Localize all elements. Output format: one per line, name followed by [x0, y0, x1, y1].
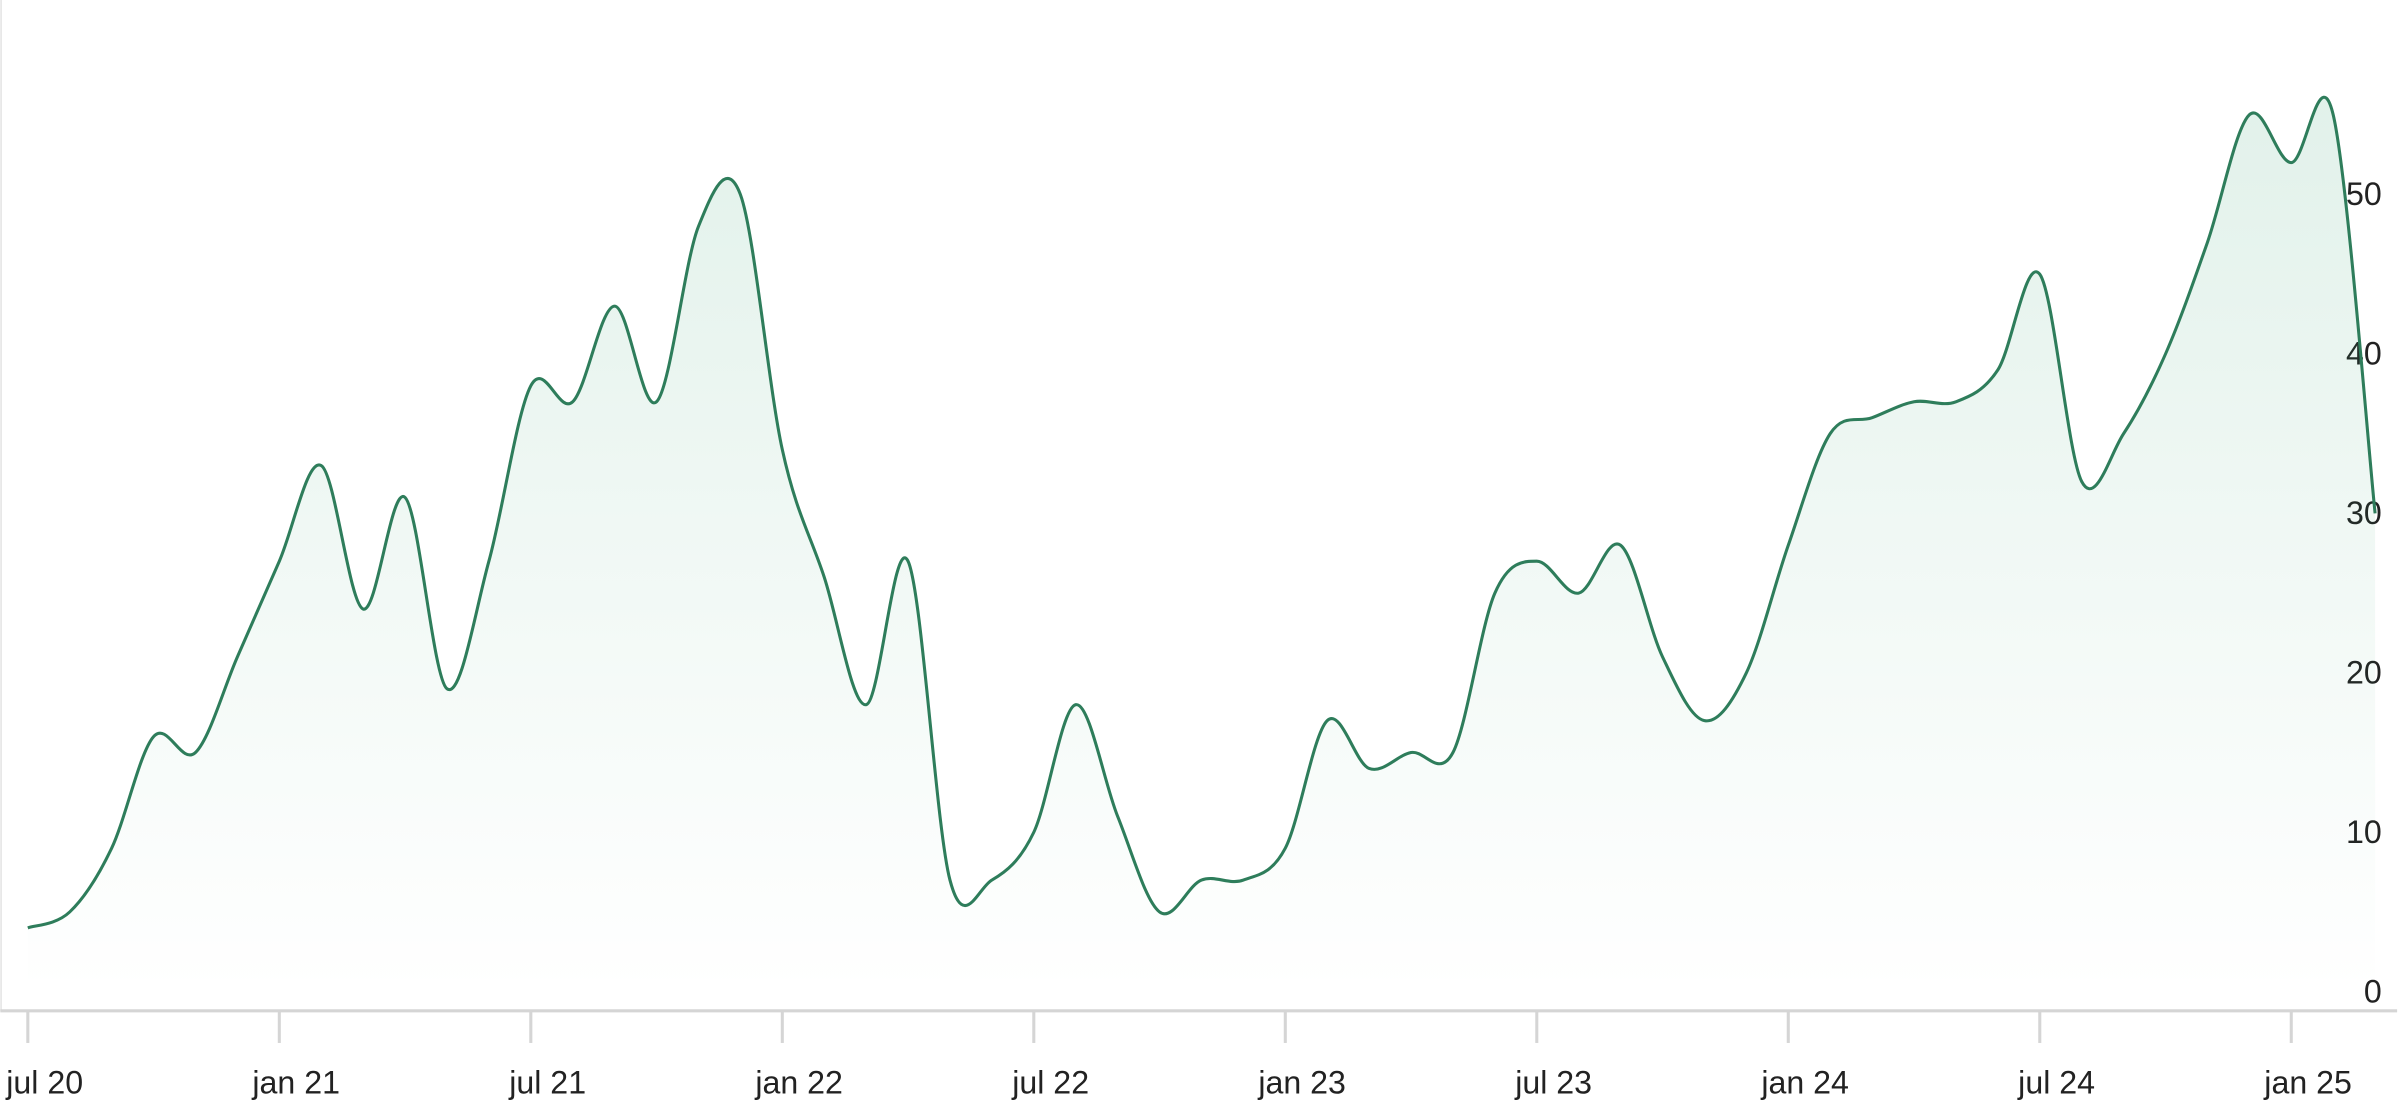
x-tick-label: jul 22 [1011, 1064, 1089, 1100]
x-tick-label: jan 23 [1257, 1064, 1346, 1100]
x-tick-label: jul 23 [1514, 1064, 1592, 1100]
area [27, 97, 2376, 992]
plot-area [27, 95, 2377, 992]
x-tick-label: jul 20 [5, 1064, 83, 1100]
x-tick-label: jul 24 [2017, 1064, 2095, 1100]
line [27, 95, 2377, 930]
x-tick-label: jan 21 [251, 1064, 340, 1100]
x-tick-label: jan 22 [754, 1064, 843, 1100]
y-tick-label: 50 [2346, 176, 2382, 212]
x-tick-label: jan 25 [2263, 1064, 2352, 1100]
x-tick-label: jul 21 [508, 1064, 586, 1100]
x-tick-label: jan 24 [1760, 1064, 1849, 1100]
